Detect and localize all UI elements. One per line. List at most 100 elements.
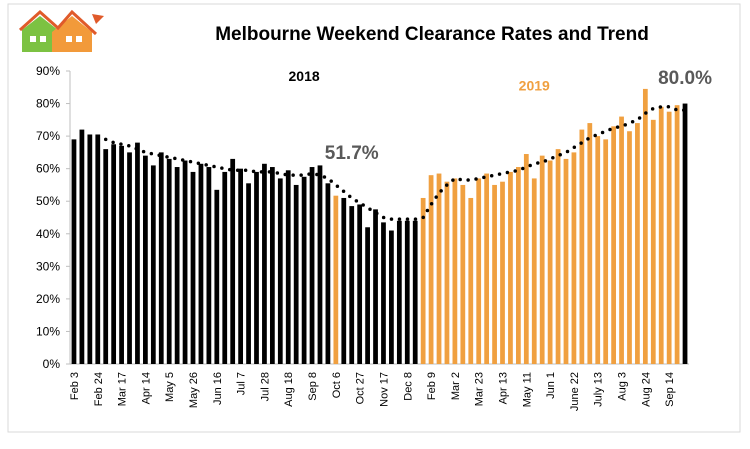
- x-tick-label: Mar 2: [450, 372, 462, 400]
- bar: [158, 152, 164, 364]
- bar: [71, 139, 77, 364]
- chart-title: Melbourne Weekend Clearance Rates and Tr…: [215, 24, 649, 45]
- x-tick-label: June 22: [569, 372, 581, 411]
- x-tick-label: July 13: [593, 372, 605, 407]
- bar: [627, 131, 632, 364]
- x-tick-label: Feb 3: [69, 372, 81, 400]
- x-tick-label: Jul 28: [259, 372, 271, 401]
- bar: [674, 105, 680, 364]
- bar: [650, 119, 656, 364]
- x-tick-label: Aug 24: [640, 372, 652, 407]
- logo: [18, 9, 104, 52]
- y-tick-label: 60%: [36, 162, 60, 176]
- bar: [508, 171, 513, 364]
- x-tick-label: Aug 3: [617, 372, 629, 401]
- annotation: 2018: [289, 68, 320, 84]
- bar: [619, 116, 624, 364]
- bar: [492, 184, 497, 364]
- bar: [642, 88, 648, 365]
- bar: [222, 171, 228, 364]
- y-tick-label: 0%: [43, 357, 61, 371]
- bar: [515, 167, 521, 364]
- x-tick-label: May 11: [521, 372, 533, 407]
- bar: [293, 184, 299, 364]
- y-tick-label: 50%: [36, 194, 60, 208]
- y-tick-label: 10%: [36, 324, 60, 338]
- x-tick-label: Sep 14: [664, 372, 676, 407]
- x-tick-label: Jun 16: [212, 372, 224, 405]
- x-tick-label: Aug 18: [283, 372, 295, 407]
- x-tick-label: Jun 1: [545, 372, 557, 399]
- bar: [301, 176, 307, 364]
- bar: [452, 178, 458, 364]
- bar: [190, 171, 196, 364]
- bar: [333, 195, 339, 364]
- bar: [555, 149, 561, 364]
- x-tick-label: Feb 9: [426, 372, 438, 400]
- bar: [523, 154, 529, 364]
- bar: [357, 204, 363, 364]
- x-tick-label: Jul 7: [236, 372, 248, 395]
- x-tick-label: Oct 6: [331, 372, 343, 398]
- bar: [135, 142, 140, 364]
- x-tick-label: Sep 8: [307, 372, 319, 401]
- y-tick-label: 40%: [36, 227, 60, 241]
- x-tick-label: Dec 8: [402, 372, 414, 401]
- bar: [460, 184, 466, 364]
- x-tick-label: Apr 13: [498, 372, 510, 404]
- bar: [579, 129, 585, 364]
- bar: [373, 209, 378, 364]
- bar: [214, 189, 220, 364]
- bar: [206, 167, 212, 364]
- trend-line: [103, 105, 687, 221]
- x-tick-label: May 26: [188, 372, 200, 408]
- bar: [254, 171, 259, 364]
- bar: [95, 134, 101, 364]
- x-tick-label: Oct 27: [355, 372, 367, 404]
- bar: [603, 139, 609, 364]
- bar: [563, 158, 569, 364]
- x-tick-label: May 5: [164, 372, 176, 402]
- bar: [587, 123, 593, 364]
- bar: [238, 168, 244, 364]
- bar: [182, 160, 188, 364]
- bar: [119, 145, 124, 364]
- bar: [476, 178, 482, 364]
- x-tick-label: Apr 14: [140, 372, 152, 404]
- bar: [412, 220, 418, 364]
- annotation: 51.7%: [325, 143, 379, 164]
- bar: [325, 183, 331, 364]
- bar: [230, 158, 236, 364]
- bar: [79, 129, 85, 364]
- bar: [246, 183, 251, 364]
- bar: [396, 220, 402, 364]
- bar: [658, 106, 664, 365]
- y-tick-label: 20%: [36, 292, 60, 306]
- bar: [341, 197, 347, 364]
- bar: [436, 173, 442, 364]
- bar: [309, 167, 315, 364]
- bar: [317, 165, 323, 364]
- bar: [349, 206, 355, 364]
- bar: [174, 167, 180, 364]
- bar: [150, 165, 156, 364]
- bar: [127, 152, 132, 364]
- annotation: 2019: [519, 78, 550, 94]
- bar: [428, 175, 434, 364]
- bar: [484, 173, 490, 364]
- y-tick-label: 30%: [36, 259, 60, 273]
- bar: [166, 158, 172, 364]
- bar: [547, 160, 553, 364]
- bar: [198, 163, 204, 364]
- y-tick-label: 90%: [36, 64, 60, 78]
- bar: [285, 170, 291, 364]
- bar: [531, 178, 537, 364]
- bar: [381, 222, 386, 364]
- bar: [420, 197, 426, 364]
- y-tick-label: 70%: [36, 129, 60, 143]
- bar: [277, 178, 283, 364]
- x-tick-label: Mar 23: [474, 372, 486, 406]
- bar: [87, 134, 93, 364]
- bar: [143, 155, 148, 364]
